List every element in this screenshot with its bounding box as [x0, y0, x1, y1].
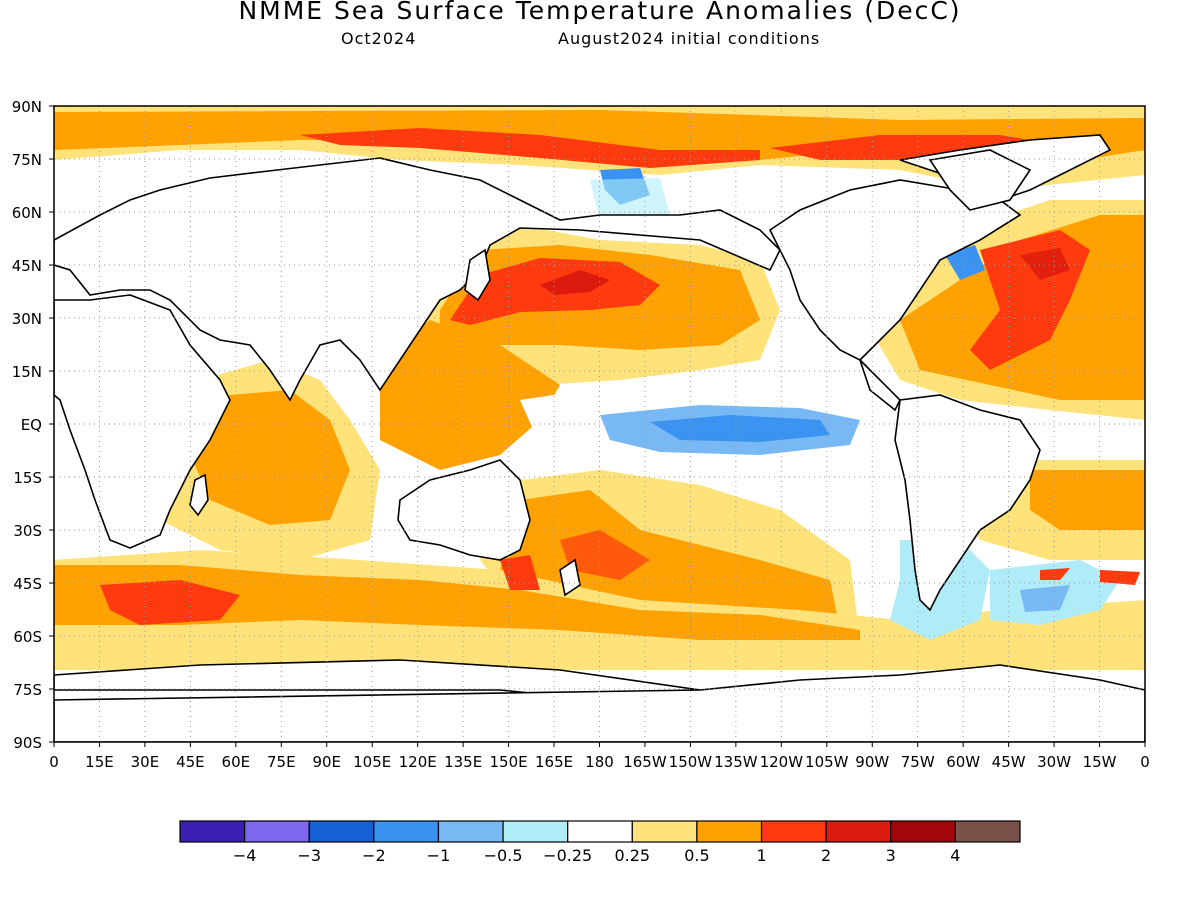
longitude-tick-label: 150E	[490, 753, 528, 771]
colorbar-label: 0.5	[684, 846, 709, 865]
colorbar-label: −2	[362, 846, 386, 865]
colorbar-swatch	[954, 820, 1021, 843]
colorbar-swatch	[437, 820, 504, 843]
colorbar-swatch	[567, 820, 633, 843]
longitude-tick-label: 60E	[222, 753, 251, 771]
latitude-tick-label: 45N	[12, 257, 42, 275]
colorbar-label: 0.25	[614, 846, 650, 865]
colorbar-swatch	[825, 820, 892, 843]
latitude-tick-label: EQ	[21, 416, 42, 434]
longitude-tick-label: 60W	[946, 753, 980, 771]
longitude-axis: 0 15E 30E 45E 60E 75E 90E 105E 120E 135E 150E 165E 1…	[49, 742, 1150, 771]
longitude-tick-label: 30W	[1037, 753, 1071, 771]
colorbar-label: −4	[233, 846, 257, 865]
longitude-tick-label: 120W	[760, 753, 804, 771]
colorbar-swatch	[760, 820, 827, 843]
colorbar-label: −3	[297, 846, 321, 865]
colorbar-swatch	[373, 820, 440, 843]
latitude-tick-label: 30S	[13, 522, 42, 540]
land-masses	[54, 134, 1145, 742]
longitude-tick-label: 165E	[535, 753, 573, 771]
longitude-tick-label: 165W	[623, 753, 667, 771]
colorbar-label: 3	[886, 846, 896, 865]
longitude-tick-label: 90E	[312, 753, 341, 771]
longitude-tick-label: 0	[49, 753, 59, 771]
colorbar-swatch	[179, 820, 246, 843]
latitude-tick-label: 45S	[13, 575, 42, 593]
longitude-tick-label: 120E	[399, 753, 437, 771]
longitude-tick-label: 0	[1140, 753, 1150, 771]
colorbar-swatch	[502, 820, 569, 843]
longitude-tick-label: 150W	[669, 753, 713, 771]
longitude-tick-label: 75E	[267, 753, 296, 771]
latitude-tick-label: 90N	[12, 98, 42, 116]
colorbar-swatch	[308, 820, 375, 843]
longitude-tick-label: 15E	[85, 753, 114, 771]
longitude-tick-label: 75W	[901, 753, 935, 771]
colorbar-label: 2	[821, 846, 831, 865]
longitude-tick-label: 180	[585, 753, 614, 771]
grid-lines	[54, 106, 1145, 742]
latitude-tick-label: 15S	[13, 469, 42, 487]
colorbar: −4 −3 −2 −1 −0.5 −0.25 0.25 0.5 1 2 3 4	[179, 820, 1021, 865]
latitude-tick-label: 90S	[13, 734, 42, 752]
longitude-tick-label: 105W	[805, 753, 849, 771]
initial-conditions-label: August2024 initial conditions	[558, 29, 821, 48]
latitude-tick-label: 75S	[13, 681, 42, 699]
colorbar-label: 1	[756, 846, 766, 865]
colorbar-swatch	[890, 820, 956, 843]
colorbar-swatch	[696, 820, 763, 843]
colorbar-label: −0.25	[543, 846, 592, 865]
longitude-tick-label: 90W	[855, 753, 889, 771]
map-title: NMME Sea Surface Temperature Anomalies (…	[238, 0, 962, 25]
longitude-tick-label: 135W	[714, 753, 758, 771]
latitude-tick-label: 60S	[13, 628, 42, 646]
longitude-tick-label: 30E	[131, 753, 160, 771]
longitude-tick-label: 135E	[444, 753, 482, 771]
forecast-month: Oct2024	[341, 29, 417, 48]
latitude-axis: 90N 75N 60N 45N 30N 15N EQ 15S 30S 45S 60S 75S 90S	[12, 98, 54, 752]
latitude-tick-label: 30N	[12, 310, 42, 328]
colorbar-swatch	[631, 820, 698, 843]
latitude-tick-label: 15N	[12, 363, 42, 381]
longitude-tick-label: 45W	[992, 753, 1026, 771]
latitude-tick-label: 75N	[12, 151, 42, 169]
colorbar-label: 4	[950, 846, 960, 865]
longitude-tick-label: 45E	[176, 753, 205, 771]
longitude-tick-label: 105E	[353, 753, 391, 771]
colorbar-label: −0.5	[484, 846, 523, 865]
colorbar-swatch	[244, 820, 310, 843]
colorbar-label: −1	[427, 846, 451, 865]
longitude-tick-label: 15W	[1083, 753, 1117, 771]
latitude-tick-label: 60N	[12, 204, 42, 222]
